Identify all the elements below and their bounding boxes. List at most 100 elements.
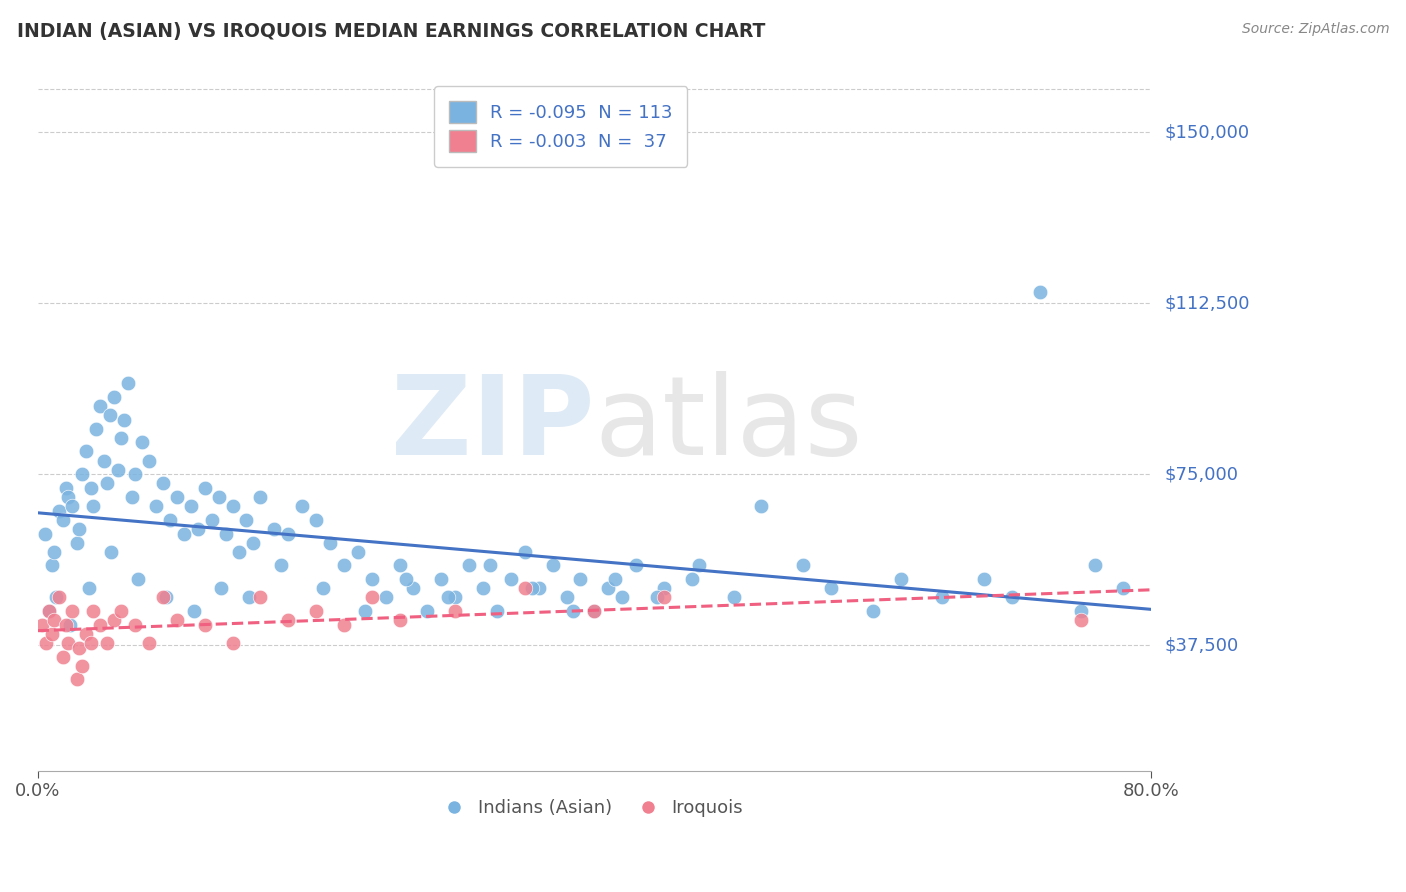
Point [472, 581, 495, 595]
Point [207, 490, 229, 504]
Point [485, 604, 508, 618]
Point [353, 604, 375, 618]
Point [360, 572, 382, 586]
Point [34, 526, 56, 541]
Point [52, 513, 75, 527]
Text: ZIP: ZIP [391, 370, 595, 477]
Point [45, 591, 67, 605]
Point [52, 649, 75, 664]
Point [55, 481, 77, 495]
Text: INDIAN (ASIAN) VS IROQUOIS MEDIAN EARNINGS CORRELATION CHART: INDIAN (ASIAN) VS IROQUOIS MEDIAN EARNIN… [17, 22, 765, 41]
Point [889, 572, 911, 586]
Point [41, 627, 63, 641]
Point [402, 581, 425, 595]
Point [209, 581, 232, 595]
Point [820, 581, 842, 595]
Point [93, 453, 115, 467]
Point [605, 572, 627, 586]
Point [555, 591, 578, 605]
Text: $75,000: $75,000 [1166, 466, 1239, 483]
Point [1070, 613, 1092, 627]
Point [110, 431, 132, 445]
Point [152, 476, 174, 491]
Point [624, 558, 647, 573]
Point [48, 504, 70, 518]
Point [166, 490, 188, 504]
Point [346, 545, 368, 559]
Point [458, 558, 481, 573]
Point [194, 617, 217, 632]
Point [38, 604, 60, 618]
Legend: Indians (Asian), Iroquois: Indians (Asian), Iroquois [439, 791, 751, 824]
Point [121, 490, 143, 504]
Point [416, 604, 439, 618]
Point [79, 481, 101, 495]
Point [238, 591, 260, 605]
Point [77, 581, 100, 595]
Point [444, 604, 467, 618]
Point [194, 481, 217, 495]
Point [612, 591, 634, 605]
Point [58, 490, 80, 504]
Point [221, 636, 243, 650]
Point [62, 604, 84, 618]
Point [70, 658, 93, 673]
Point [55, 617, 77, 632]
Point [107, 463, 129, 477]
Point [645, 591, 668, 605]
Point [569, 572, 592, 586]
Point [180, 499, 202, 513]
Point [110, 604, 132, 618]
Point [89, 399, 111, 413]
Point [41, 558, 63, 573]
Point [1001, 591, 1024, 605]
Point [1028, 285, 1050, 299]
Point [688, 558, 710, 573]
Point [1084, 558, 1107, 573]
Point [862, 604, 884, 618]
Point [249, 591, 271, 605]
Point [263, 522, 285, 536]
Point [277, 526, 299, 541]
Point [249, 490, 271, 504]
Point [583, 604, 606, 618]
Point [305, 604, 328, 618]
Point [360, 591, 382, 605]
Point [96, 476, 118, 491]
Point [31, 617, 53, 632]
Point [1112, 581, 1135, 595]
Text: $150,000: $150,000 [1166, 123, 1250, 141]
Point [305, 513, 328, 527]
Point [598, 581, 620, 595]
Point [66, 673, 89, 687]
Point [444, 591, 467, 605]
Point [973, 572, 995, 586]
Point [82, 604, 104, 618]
Text: $112,500: $112,500 [1166, 294, 1250, 312]
Point [221, 499, 243, 513]
Point [214, 526, 236, 541]
Point [66, 535, 89, 549]
Point [166, 613, 188, 627]
Point [48, 591, 70, 605]
Point [75, 444, 97, 458]
Point [270, 558, 292, 573]
Point [38, 604, 60, 618]
Point [79, 636, 101, 650]
Point [931, 591, 953, 605]
Text: $37,500: $37,500 [1166, 636, 1239, 654]
Point [792, 558, 814, 573]
Point [59, 617, 82, 632]
Point [75, 627, 97, 641]
Point [35, 636, 58, 650]
Point [89, 617, 111, 632]
Point [388, 558, 411, 573]
Point [333, 558, 356, 573]
Point [159, 513, 181, 527]
Point [374, 591, 396, 605]
Point [499, 572, 522, 586]
Point [117, 376, 139, 390]
Point [312, 581, 335, 595]
Point [723, 591, 745, 605]
Point [84, 422, 107, 436]
